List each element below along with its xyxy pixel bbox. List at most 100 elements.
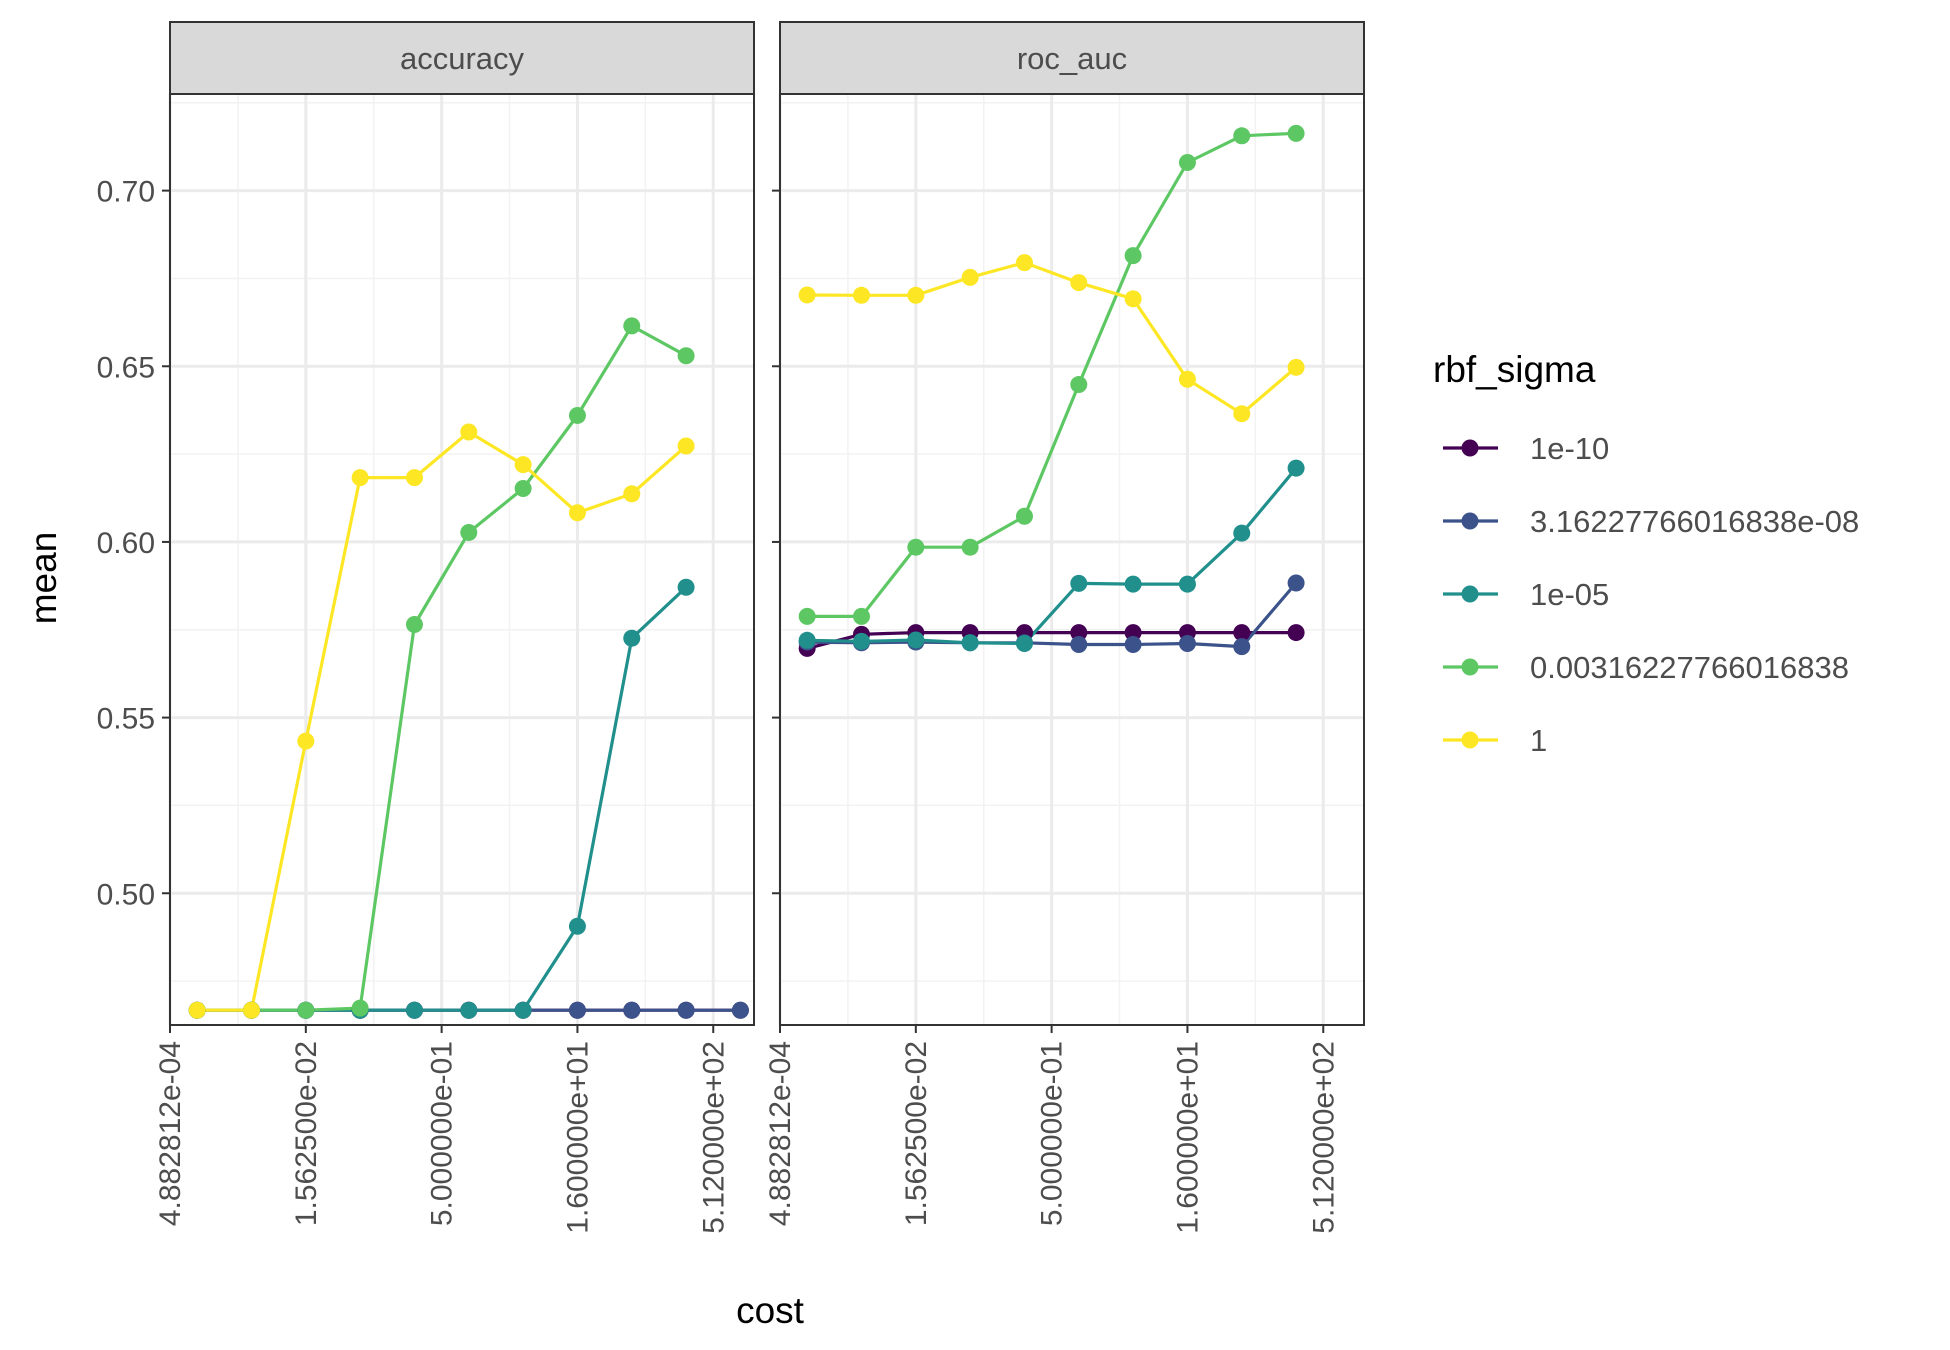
series-line — [197, 324, 687, 1012]
data-point — [852, 607, 870, 625]
x-tick-label: 1.600000e+01 — [561, 1041, 594, 1234]
legend: rbf_sigma 1e-10 3.16227766016838e-08 1e-05 0… — [1433, 349, 1859, 758]
data-point — [798, 286, 816, 304]
data-point — [1178, 370, 1196, 388]
legend-key-point — [1461, 658, 1479, 676]
series-line — [807, 467, 1298, 646]
data-point — [961, 634, 979, 652]
data-point — [1070, 624, 1088, 642]
data-point — [1124, 247, 1142, 265]
x-tick-label: 5.000000e-01 — [1036, 1041, 1069, 1226]
data-point — [460, 523, 478, 541]
data-point — [677, 1001, 695, 1019]
y-tick-label: 0.50 — [97, 878, 155, 911]
data-point — [405, 1001, 423, 1019]
data-point — [907, 286, 925, 304]
legend-item: 3.16227766016838e-08 — [1443, 504, 1859, 539]
legend-label: 1 — [1530, 723, 1547, 758]
data-point — [798, 607, 816, 625]
facet-strip-label: accuracy — [400, 41, 525, 76]
legend-label: 1e-10 — [1530, 431, 1609, 466]
data-point — [798, 631, 816, 649]
facet-strip-label: roc_auc — [1017, 41, 1127, 76]
data-point — [1070, 376, 1088, 394]
data-point — [460, 423, 478, 441]
legend-item: 1 — [1443, 723, 1547, 758]
x-tick-label: 5.000000e-01 — [426, 1041, 459, 1226]
data-point — [405, 469, 423, 487]
data-point — [1287, 124, 1305, 142]
x-tick-label: 4.882812e-04 — [154, 1041, 187, 1226]
legend-label: 3.16227766016838e-08 — [1530, 504, 1859, 539]
data-point — [460, 1001, 478, 1019]
data-point — [242, 1001, 260, 1019]
x-tick-label: 5.120000e+02 — [697, 1041, 730, 1234]
legend-item: 0.00316227766016838 — [1443, 650, 1849, 685]
data-point — [1287, 358, 1305, 376]
data-point — [297, 732, 315, 750]
data-point — [1015, 507, 1033, 525]
x-tick-label: 5.120000e+02 — [1307, 1041, 1340, 1234]
data-point — [351, 469, 369, 487]
data-point — [1015, 634, 1033, 652]
data-point — [623, 317, 641, 335]
y-tick-label: 0.65 — [97, 351, 155, 384]
data-point — [731, 1001, 749, 1019]
legend-item: 1e-05 — [1443, 577, 1609, 612]
legend-label: 0.00316227766016838 — [1530, 650, 1849, 685]
data-point — [1287, 624, 1305, 642]
data-point — [1287, 459, 1305, 477]
x-tick-label: 4.882812e-04 — [764, 1041, 797, 1226]
data-point — [623, 485, 641, 503]
x-axis-title: cost — [736, 1290, 805, 1331]
data-point — [623, 1001, 641, 1019]
data-point — [1015, 254, 1033, 272]
chart-panels: accuracy 0.50 0.55 0.60 0.65 0.70 4.882812e-04… — [97, 21, 1365, 1234]
data-point — [677, 578, 695, 596]
data-point — [514, 1001, 532, 1019]
data-point — [1178, 154, 1196, 172]
y-tick-label: 0.70 — [97, 176, 155, 209]
data-point — [623, 629, 641, 647]
y-tick-label: 0.60 — [97, 527, 155, 560]
data-point — [677, 347, 695, 365]
data-point — [677, 437, 695, 455]
data-point — [852, 632, 870, 650]
data-point — [907, 631, 925, 649]
legend-key-point — [1461, 512, 1479, 530]
data-point — [961, 268, 979, 286]
panel-background — [780, 94, 1364, 1025]
facet-strip — [169, 21, 755, 95]
data-point — [1070, 574, 1088, 592]
panel-accuracy: accuracy 0.50 0.55 0.60 0.65 0.70 4.882812e-04… — [97, 21, 755, 1234]
data-point — [1124, 575, 1142, 593]
data-point — [1178, 634, 1196, 652]
series-line — [807, 131, 1297, 619]
series-line — [806, 630, 1297, 650]
data-point — [1178, 575, 1196, 593]
x-tick-label: 1.562500e-02 — [290, 1041, 323, 1226]
data-point — [514, 456, 532, 474]
data-point — [297, 1001, 315, 1019]
data-point — [1233, 405, 1251, 423]
legend-title: rbf_sigma — [1433, 349, 1596, 390]
legend-key-point — [1461, 585, 1479, 603]
data-point — [907, 538, 925, 556]
x-tick-label: 1.600000e+01 — [1171, 1041, 1204, 1234]
data-point — [188, 1001, 206, 1019]
data-point — [568, 406, 586, 424]
data-point — [1233, 524, 1251, 542]
data-point — [1124, 290, 1142, 308]
series-line — [807, 581, 1298, 649]
data-point — [1124, 624, 1142, 642]
data-point — [1070, 636, 1088, 654]
data-point — [568, 1001, 586, 1019]
panel-background — [170, 94, 754, 1025]
legend-label: 1e-05 — [1530, 577, 1609, 612]
data-point — [568, 917, 586, 935]
data-point — [1233, 624, 1251, 642]
y-axis-title: mean — [23, 532, 64, 625]
data-point — [514, 480, 532, 498]
data-point — [405, 615, 423, 633]
legend-item: 1e-10 — [1443, 431, 1609, 466]
